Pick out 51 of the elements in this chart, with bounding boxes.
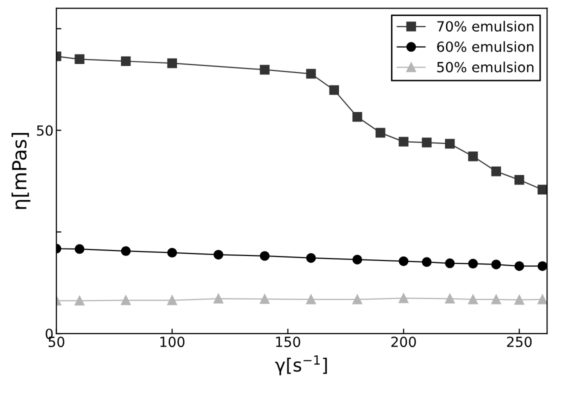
point — [352, 112, 362, 122]
point — [167, 58, 177, 68]
point — [329, 85, 340, 95]
legend-label: 50% emulsion — [437, 62, 534, 72]
legend-label: 70% emulsion — [437, 20, 534, 32]
point — [491, 166, 502, 176]
point — [74, 54, 84, 64]
point — [260, 294, 270, 304]
point — [167, 248, 177, 258]
point — [514, 261, 524, 271]
point — [445, 294, 455, 304]
point — [468, 151, 478, 162]
point — [468, 294, 478, 304]
point — [491, 294, 502, 304]
point — [260, 251, 270, 261]
point — [306, 253, 316, 263]
point — [120, 56, 131, 66]
point — [352, 254, 362, 264]
point — [214, 250, 224, 260]
x-axis-title: γ[s$^{−1}$] — [275, 355, 327, 376]
point — [306, 294, 316, 304]
x-tick-label: 250 — [507, 336, 532, 348]
point — [538, 261, 548, 271]
point — [398, 293, 408, 304]
point — [491, 260, 502, 270]
point — [306, 68, 316, 79]
x-tick-label: 200 — [391, 336, 416, 348]
point — [445, 258, 455, 268]
legend-label: 60% emulsion — [437, 41, 534, 52]
x-tick-label: 100 — [160, 336, 184, 348]
y-axis-title: η[mPas] — [12, 132, 30, 209]
x-tick-label: 150 — [276, 336, 300, 348]
point — [352, 294, 362, 304]
point — [74, 296, 84, 306]
point — [120, 246, 131, 256]
point — [514, 175, 524, 185]
point — [445, 138, 455, 149]
point — [422, 138, 432, 148]
point — [376, 128, 386, 138]
point — [260, 64, 270, 75]
point — [538, 294, 548, 304]
point — [167, 295, 177, 306]
point — [398, 256, 408, 266]
point — [74, 244, 84, 254]
point — [398, 136, 408, 147]
point — [214, 294, 224, 304]
point — [422, 257, 432, 267]
point — [468, 258, 478, 269]
point — [538, 184, 548, 195]
point — [120, 295, 131, 306]
point — [514, 294, 524, 305]
